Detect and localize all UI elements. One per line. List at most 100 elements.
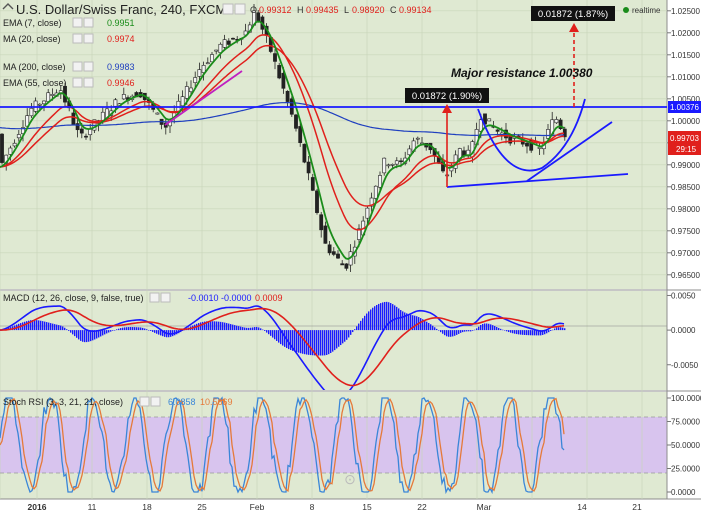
legend-close-icon[interactable] <box>83 33 94 44</box>
macd-histogram-bar <box>544 330 546 335</box>
macd-histogram-bar <box>472 330 474 331</box>
legend-settings-icon[interactable] <box>72 61 83 72</box>
candle-body <box>327 244 332 254</box>
legend-close-icon[interactable] <box>83 77 94 88</box>
macd-histogram-bar <box>326 330 328 355</box>
macd-histogram-bar <box>340 330 342 346</box>
legend-close-icon[interactable] <box>83 61 94 72</box>
macd-histogram-bar <box>242 327 244 331</box>
macd-histogram-bar <box>370 309 372 331</box>
macd-histogram-bar <box>404 312 406 331</box>
candle-body <box>298 126 303 143</box>
macd-histogram-bar <box>530 330 532 336</box>
legend-label: MA (20, close) <box>3 34 61 44</box>
macd-histogram-bar <box>150 330 152 331</box>
ohlc-c-value: 0.99134 <box>399 5 432 15</box>
macd-histogram-bar <box>108 330 110 333</box>
macd-histogram-bar <box>538 330 540 336</box>
parabolic-curve <box>477 98 586 172</box>
realtime-label: realtime <box>632 6 661 15</box>
price-tick-label: 0.96500 <box>671 271 700 280</box>
chart-title[interactable]: U.S. Dollar/Swiss Franc, 240, FXCM <box>16 2 226 17</box>
macd-histogram-bar <box>126 327 128 331</box>
macd-histogram-bar <box>320 330 322 356</box>
measure-box-left <box>405 88 489 103</box>
macd-histogram-bar <box>122 327 124 331</box>
stoch-close-icon[interactable] <box>150 396 161 407</box>
candle-body <box>340 263 345 266</box>
macd-line <box>0 305 565 390</box>
macd-value-3: 0.0009 <box>255 293 283 303</box>
candle-body <box>365 207 370 219</box>
macd-histogram-bar <box>416 316 418 331</box>
macd-histogram-bar <box>140 327 142 331</box>
macd-histogram-bar <box>94 330 96 340</box>
macd-histogram-bar <box>436 328 438 331</box>
candle-body <box>306 161 311 174</box>
time-tick-label: 21 <box>632 502 642 512</box>
legend-settings-icon[interactable] <box>72 17 83 28</box>
macd-tick-label: -0.0050 <box>671 361 699 370</box>
macd-value-1: -0.0010 <box>188 293 219 303</box>
stoch-axis: 100.0000 75.0000 50.0000 25.0000 0.0000 <box>667 394 701 497</box>
candle-body <box>399 160 403 163</box>
macd-histogram-bar <box>490 324 492 331</box>
legend-settings-icon[interactable] <box>72 33 83 44</box>
macd-histogram-bar <box>482 323 484 331</box>
macd-histogram-bar <box>34 319 36 331</box>
macd-histogram-bar <box>330 330 332 354</box>
candle-body <box>310 177 315 191</box>
time-tick-label: Mar <box>477 502 492 512</box>
ohlc-h-label: H <box>297 5 304 15</box>
candle-body <box>8 147 13 155</box>
macd-histogram-bar <box>444 330 446 336</box>
candle-body <box>525 142 529 147</box>
indicator-legend: EMA (7, close) 0.9951 MA (20, close) 0.9974… <box>3 17 135 88</box>
macd-histogram-bar <box>432 325 434 331</box>
macd-histogram-bar <box>232 324 234 331</box>
legend-value: 0.9946 <box>107 78 135 88</box>
macd-histogram-bar <box>28 320 30 331</box>
macd-histogram-bar <box>562 327 564 331</box>
macd-histogram-bar <box>532 330 534 336</box>
candle-body <box>121 94 126 100</box>
last-price-badge <box>668 131 701 155</box>
macd-histogram-bar <box>104 330 106 335</box>
macd-histogram-bar <box>528 330 530 336</box>
macd-histogram-bar <box>358 323 360 331</box>
candle-body <box>382 157 387 174</box>
macd-histogram-bar <box>526 330 528 336</box>
time-tick-label: 18 <box>142 502 152 512</box>
eye-icon[interactable] <box>222 3 234 15</box>
symbol-arrow-icon[interactable] <box>2 3 14 10</box>
macd-histogram-bar <box>264 330 266 332</box>
legend-settings-icon[interactable] <box>72 77 83 88</box>
macd-histogram-bar <box>424 320 426 331</box>
candle-body <box>155 112 160 115</box>
macd-histogram-bar <box>56 324 58 331</box>
ma20-line <box>0 34 565 231</box>
macd-close-icon[interactable] <box>160 292 171 303</box>
candle-body <box>407 148 412 156</box>
macd-histogram-bar <box>402 311 404 331</box>
macd-histogram-bar <box>100 330 102 337</box>
macd-histogram-bar <box>164 330 166 337</box>
candle-body <box>331 251 336 255</box>
macd-histogram-bar <box>486 323 488 331</box>
stoch-settings-icon[interactable] <box>139 396 150 407</box>
macd-histogram-bar <box>142 327 144 331</box>
ohlc-o-value: 0.99312 <box>259 5 292 15</box>
macd-histogram-bar <box>272 330 274 338</box>
macd-histogram-bar <box>500 328 502 331</box>
legend-close-icon[interactable] <box>83 17 94 28</box>
measure-box-left-text: 0.01872 (1.90%) <box>412 91 482 102</box>
settings-icon[interactable] <box>234 3 246 15</box>
macd-histogram-bar <box>422 319 424 331</box>
stoch-tick-label: 75.0000 <box>671 418 700 427</box>
macd-histogram-bar <box>338 330 340 347</box>
macd-histogram-bar <box>480 324 482 331</box>
rising-trend-line <box>526 121 613 182</box>
macd-histogram-bar <box>382 302 384 331</box>
macd-settings-icon[interactable] <box>149 292 160 303</box>
